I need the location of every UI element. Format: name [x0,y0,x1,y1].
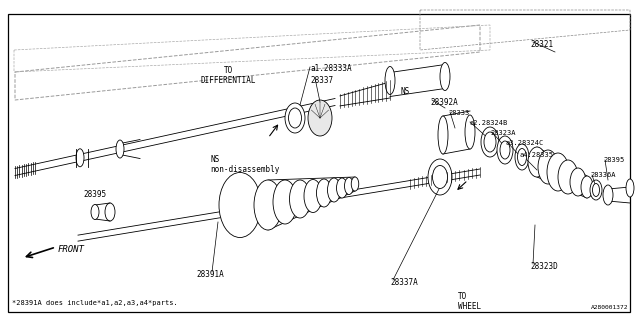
Text: a3.28324C: a3.28324C [505,140,543,146]
Ellipse shape [547,153,569,191]
Text: NS: NS [400,87,409,96]
Text: a4.28335: a4.28335 [520,152,554,158]
Text: TO
DIFFERENTIAL: TO DIFFERENTIAL [200,66,256,85]
Ellipse shape [538,150,558,184]
Ellipse shape [304,180,322,212]
Ellipse shape [590,180,602,200]
Text: 28337A: 28337A [390,278,418,287]
Ellipse shape [289,180,310,218]
Ellipse shape [351,177,359,191]
Ellipse shape [581,176,593,198]
Ellipse shape [328,178,340,202]
Text: 28323A: 28323A [490,130,515,136]
Ellipse shape [438,116,448,154]
Ellipse shape [385,67,395,94]
Text: A280001372: A280001372 [591,305,628,310]
Ellipse shape [593,183,600,196]
Ellipse shape [76,149,84,167]
Text: 28395: 28395 [83,190,107,199]
Ellipse shape [337,178,348,198]
Ellipse shape [317,179,332,207]
Ellipse shape [603,185,613,205]
Text: 28391A: 28391A [196,270,224,279]
Ellipse shape [484,132,496,152]
Ellipse shape [254,180,282,230]
Ellipse shape [91,204,99,220]
Ellipse shape [500,141,510,159]
Text: 28395: 28395 [603,157,624,163]
Ellipse shape [558,160,578,194]
Text: 28337: 28337 [310,76,333,85]
Text: FRONT: FRONT [58,245,85,254]
Ellipse shape [570,168,586,196]
Ellipse shape [433,165,447,188]
Ellipse shape [465,115,475,149]
Ellipse shape [626,179,634,197]
Text: *28391A does include*a1,a2,a3,a4*parts.: *28391A does include*a1,a2,a3,a4*parts. [12,300,178,306]
Text: 28336A: 28336A [590,172,616,178]
Ellipse shape [518,148,527,165]
Text: 28333: 28333 [448,110,469,116]
Ellipse shape [515,144,529,170]
Ellipse shape [285,103,305,133]
Text: 28392A: 28392A [430,98,458,107]
Ellipse shape [273,180,297,224]
Ellipse shape [105,203,115,221]
Ellipse shape [219,172,261,237]
Text: 28321: 28321 [530,40,553,49]
Ellipse shape [440,62,450,91]
Ellipse shape [497,136,513,164]
Text: TO
WHEEL: TO WHEEL [458,292,481,311]
Text: NS
non-disassembly: NS non-disassembly [210,155,280,174]
Ellipse shape [528,147,546,177]
Text: a2.28324B: a2.28324B [469,120,508,126]
Ellipse shape [344,178,353,195]
Text: a1.28333A: a1.28333A [310,64,351,73]
Ellipse shape [428,159,452,195]
Ellipse shape [481,127,499,157]
Ellipse shape [289,108,301,128]
Text: 28323D: 28323D [530,262,557,271]
Polygon shape [15,25,480,100]
Ellipse shape [308,100,332,136]
Ellipse shape [116,140,124,158]
